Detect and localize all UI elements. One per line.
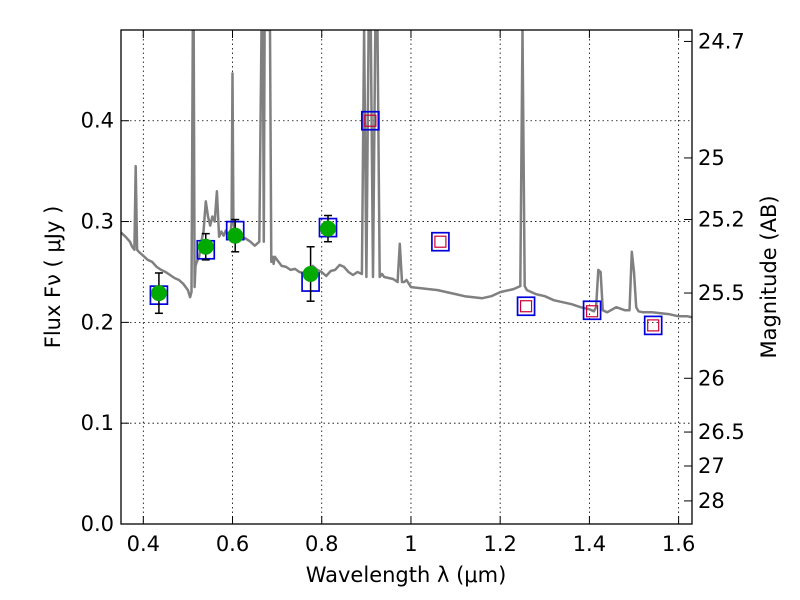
- x-tick-label: 1.2: [483, 532, 516, 556]
- model-photometry-square: [431, 231, 450, 252]
- x-tick-label: 1: [404, 532, 417, 556]
- model-photometry-square: [516, 296, 536, 317]
- y-tick-label: 0.1: [81, 411, 114, 435]
- plot-frame: [120, 29, 693, 525]
- sed-model-line: [121, 30, 692, 319]
- magnitude-tick-label: 27: [698, 454, 725, 478]
- y-tick-label: 0.4: [81, 109, 114, 133]
- magnitude-axis-title: Magnitude (AB): [757, 195, 781, 358]
- magnitude-axis: 24.7 25 25.2 25.5 26 26.5 27 28: [684, 29, 745, 513]
- upper-limit-square: [647, 319, 660, 332]
- x-axis-title: Wavelength λ (μm): [306, 563, 507, 587]
- y-axis: 0.0 0.1 0.2 0.3 0.4: [81, 109, 129, 536]
- upper-limit-square: [519, 300, 533, 313]
- magnitude-tick-label: 28: [698, 489, 725, 513]
- upper-limit-square: [364, 114, 377, 127]
- magnitude-tick-label: 25: [698, 146, 725, 170]
- detection-point: [197, 238, 214, 255]
- sed-layer: [121, 30, 692, 319]
- marker-layer: [149, 110, 663, 336]
- magnitude-tick-label: 26.5: [698, 420, 745, 444]
- detection-point: [319, 220, 336, 237]
- detection-point: [302, 265, 319, 282]
- magnitude-tick-label: 24.7: [698, 29, 745, 53]
- model-photometry-square: [361, 110, 380, 131]
- y-tick-label: 0.0: [81, 512, 114, 536]
- magnitude-tick-label: 25.5: [698, 281, 745, 305]
- model-photometry-square: [643, 315, 663, 336]
- upper-limit-square: [585, 305, 599, 318]
- magnitude-tick-label: 26: [698, 366, 725, 390]
- y-tick-label: 0.2: [81, 310, 114, 334]
- magnitude-tick-label: 25.2: [698, 208, 745, 232]
- x-tick-label: 1.6: [662, 532, 695, 556]
- x-tick-label: 0.8: [305, 532, 338, 556]
- x-tick-label: 1.4: [573, 532, 606, 556]
- x-tick-label: 0.4: [127, 532, 160, 556]
- plot-background: [121, 30, 692, 524]
- x-axis: 0.4 0.6 0.8 1 1.2 1.4 1.6: [127, 30, 695, 556]
- detection-point: [150, 285, 167, 302]
- detection-point: [227, 227, 244, 244]
- upper-limit-square: [434, 235, 447, 248]
- y-tick-label: 0.3: [81, 210, 114, 234]
- x-tick-label: 0.6: [216, 532, 249, 556]
- model-photometry-square: [582, 300, 602, 321]
- y-axis-title: Flux Fν ( μJy ): [41, 206, 65, 349]
